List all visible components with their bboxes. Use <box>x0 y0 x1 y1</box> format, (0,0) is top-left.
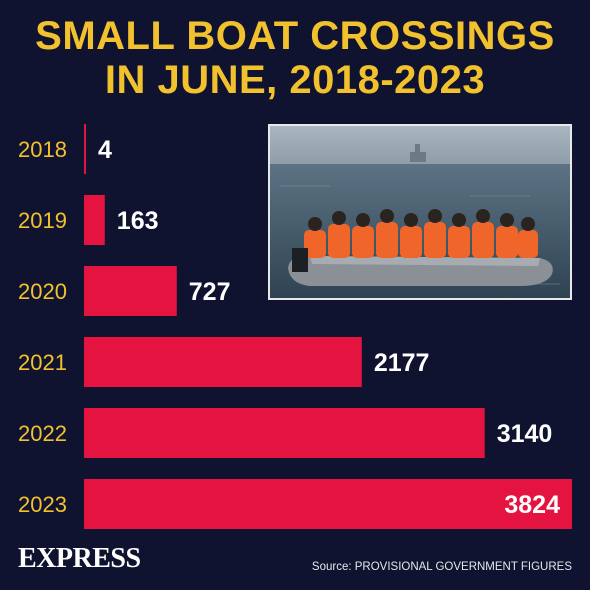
bar-2019 <box>84 195 105 245</box>
value-label-2022: 3140 <box>497 420 553 448</box>
bar-2021 <box>84 337 362 387</box>
value-label-2020: 727 <box>189 278 231 306</box>
title-line-1: SMALL BOAT CROSSINGS <box>35 14 555 58</box>
boat-photo <box>268 124 572 300</box>
chart-title: SMALL BOAT CROSSINGS IN JUNE, 2018-2023 <box>0 14 590 102</box>
title-line-2: IN JUNE, 2018-2023 <box>104 58 486 102</box>
year-label-2019: 2019 <box>18 208 67 233</box>
source-note: Source: PROVISIONAL GOVERNMENT FIGURES <box>311 561 572 573</box>
year-label-2023: 2023 <box>18 492 67 517</box>
value-label-2021: 2177 <box>374 349 430 377</box>
bar-2023 <box>84 479 572 529</box>
year-label-2020: 2020 <box>18 279 67 304</box>
bar-2018 <box>84 124 86 174</box>
boat-photo-illustration <box>270 126 570 298</box>
year-label-2018: 2018 <box>18 137 67 162</box>
value-label-2018: 4 <box>98 136 112 164</box>
bar-2020 <box>84 266 177 316</box>
value-label-2019: 163 <box>117 207 159 235</box>
year-label-2021: 2021 <box>18 350 67 375</box>
value-label-2023: 3824 <box>504 491 560 519</box>
express-logo: EXPRESS <box>18 543 141 574</box>
bar-2022 <box>84 408 485 458</box>
year-label-2022: 2022 <box>18 421 67 446</box>
